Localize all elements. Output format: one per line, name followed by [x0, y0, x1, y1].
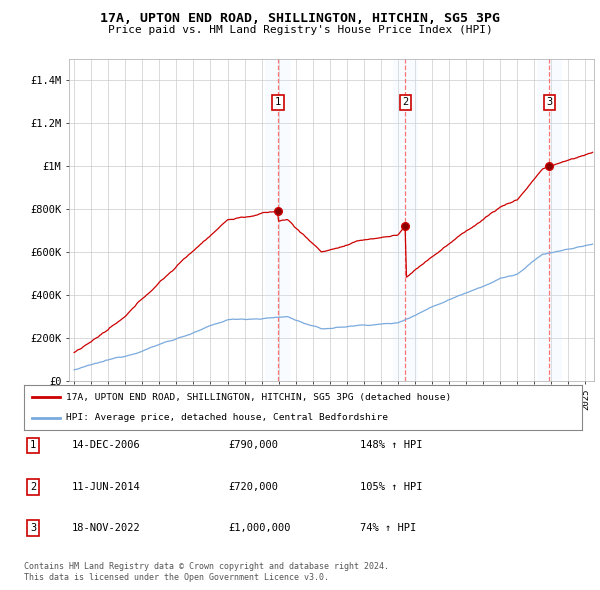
Text: 2: 2	[30, 482, 36, 491]
Text: 2: 2	[403, 97, 409, 107]
Text: 148% ↑ HPI: 148% ↑ HPI	[360, 441, 422, 450]
Text: HPI: Average price, detached house, Central Bedfordshire: HPI: Average price, detached house, Cent…	[66, 413, 388, 422]
Text: 3: 3	[546, 97, 553, 107]
Text: 105% ↑ HPI: 105% ↑ HPI	[360, 482, 422, 491]
Text: 18-NOV-2022: 18-NOV-2022	[72, 523, 141, 533]
Text: £720,000: £720,000	[228, 482, 278, 491]
Text: £1,000,000: £1,000,000	[228, 523, 290, 533]
Text: 17A, UPTON END ROAD, SHILLINGTON, HITCHIN, SG5 3PG: 17A, UPTON END ROAD, SHILLINGTON, HITCHI…	[100, 12, 500, 25]
Text: 14-DEC-2006: 14-DEC-2006	[72, 441, 141, 450]
Text: 17A, UPTON END ROAD, SHILLINGTON, HITCHIN, SG5 3PG (detached house): 17A, UPTON END ROAD, SHILLINGTON, HITCHI…	[66, 393, 451, 402]
Bar	[265, 59, 290, 381]
Text: 11-JUN-2014: 11-JUN-2014	[72, 482, 141, 491]
Text: 74% ↑ HPI: 74% ↑ HPI	[360, 523, 416, 533]
Text: Price paid vs. HM Land Registry's House Price Index (HPI): Price paid vs. HM Land Registry's House …	[107, 25, 493, 35]
Text: £790,000: £790,000	[228, 441, 278, 450]
Bar	[536, 59, 562, 381]
Bar	[392, 59, 418, 381]
Text: 3: 3	[30, 523, 36, 533]
Text: Contains HM Land Registry data © Crown copyright and database right 2024.: Contains HM Land Registry data © Crown c…	[24, 562, 389, 571]
Text: This data is licensed under the Open Government Licence v3.0.: This data is licensed under the Open Gov…	[24, 573, 329, 582]
Text: 1: 1	[275, 97, 281, 107]
Text: 1: 1	[30, 441, 36, 450]
